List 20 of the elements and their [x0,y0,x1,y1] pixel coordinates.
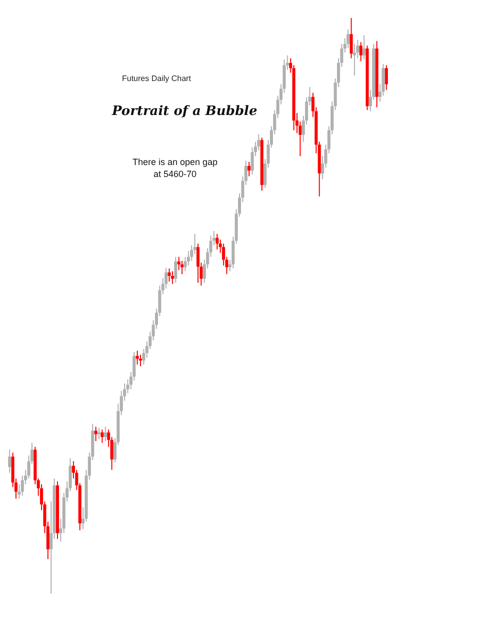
candlestick [177,256,180,271]
annotation: There is an open gap at 5460-70 [131,156,219,180]
candlestick [94,426,98,442]
candlestick [104,426,107,442]
candlestick [174,256,178,284]
candlestick [359,42,362,62]
text: Portrait of a Bubble [112,104,258,119]
candlestick [8,449,12,474]
candlestick [352,43,356,76]
candlestick [362,34,366,60]
candlestick [248,161,251,177]
candlestick [196,243,200,284]
candlestick [346,29,350,48]
candlestick [350,18,353,59]
candlestick [216,233,219,250]
candlestick [168,268,171,282]
candlestick [384,64,388,90]
candlestick [100,429,104,444]
text: Futures Daily Chart [122,74,192,84]
candlestick [136,350,139,366]
